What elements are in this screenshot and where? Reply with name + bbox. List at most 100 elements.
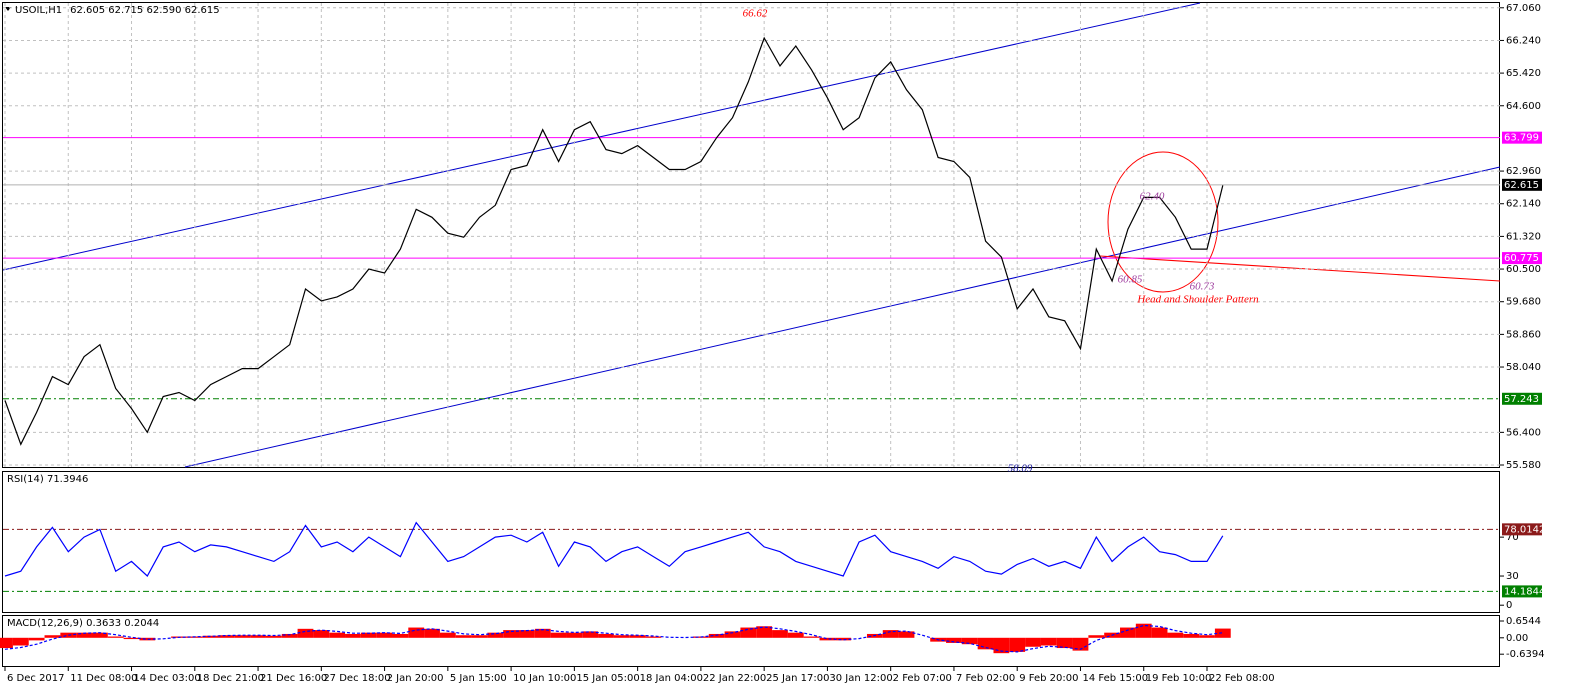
panel-title: RSI(14) 71.3946 <box>7 474 88 485</box>
y-tick-label: 0 <box>1506 600 1512 611</box>
histogram-bar <box>250 635 266 638</box>
histogram-bar <box>0 637 13 649</box>
x-tick-label: 5 Jan 15:00 <box>450 673 507 684</box>
histogram-bar <box>1135 623 1152 638</box>
histogram-bar <box>202 635 219 638</box>
histogram-bar <box>598 633 614 638</box>
histogram-bar <box>265 635 282 638</box>
histogram-bar <box>1120 627 1136 638</box>
histogram-bar <box>107 636 124 638</box>
annotation: 58.09 <box>1008 463 1033 475</box>
histogram-bar <box>218 635 235 638</box>
x-tick-label: 11 Dec 08:00 <box>70 673 137 684</box>
histogram-bar <box>1009 637 1026 652</box>
histogram-bar <box>123 637 140 640</box>
histogram-bar <box>835 637 852 641</box>
neckline <box>1099 255 1501 282</box>
x-tick-label: 15 Jan 05:00 <box>576 673 639 684</box>
histogram-bar <box>91 632 108 638</box>
histogram-bar <box>803 636 820 638</box>
histogram-bar <box>946 637 962 643</box>
x-tick-label: 9 Feb 20:00 <box>1019 673 1078 684</box>
x-tick-label: 18 Jan 04:00 <box>640 673 703 684</box>
y-tick-label: -0.6394 <box>1506 649 1545 660</box>
histogram-bar <box>28 637 45 641</box>
level-label: 63.799 <box>1504 133 1539 144</box>
histogram-bar <box>503 630 520 638</box>
histogram-bar <box>772 630 788 638</box>
y-tick-label: 55.580 <box>1506 460 1541 471</box>
histogram-bar <box>977 637 994 650</box>
histogram-bar <box>44 635 61 638</box>
pattern-circle <box>1107 151 1219 293</box>
x-tick-label: 19 Feb 10:00 <box>1146 673 1212 684</box>
histogram-bar <box>1088 635 1105 638</box>
annotation: 60.73 <box>1190 281 1215 293</box>
histogram-bar <box>1040 637 1057 646</box>
histogram-bar <box>234 635 251 638</box>
histogram-bar <box>12 637 29 646</box>
level-label: 60.775 <box>1504 253 1539 264</box>
histogram-bar <box>60 632 77 638</box>
histogram-bar <box>1214 628 1231 638</box>
x-tick-label: 25 Jan 17:00 <box>766 673 829 684</box>
level-label-bg <box>1502 523 1542 536</box>
histogram-bar <box>360 632 377 638</box>
histogram-bar <box>392 633 409 638</box>
y-tick-label: 58.860 <box>1506 329 1541 340</box>
histogram-bar <box>1151 627 1168 638</box>
histogram-bar <box>993 637 1010 654</box>
trend-channel-lower <box>184 166 1501 468</box>
histogram-bar <box>471 635 488 638</box>
x-tick-label: 30 Jan 12:00 <box>829 673 892 684</box>
y-tick-label: 60.500 <box>1506 264 1541 275</box>
x-tick-label: 10 Jan 10:00 <box>513 673 576 684</box>
level-label-bg <box>1502 585 1542 598</box>
level-label-bg <box>1502 252 1542 265</box>
histogram-bar <box>139 637 156 641</box>
x-tick-label: 2 Jan 20:00 <box>387 673 444 684</box>
x-tick-label: 2 Feb 07:00 <box>893 673 952 684</box>
histogram-bar <box>455 635 472 638</box>
histogram-bar <box>376 632 393 638</box>
panel-title: MACD(12,26,9) 0.3633 0.2044 <box>7 618 159 629</box>
histogram-bar <box>297 628 314 638</box>
x-tick-label: 6 Dec 2017 <box>7 673 65 684</box>
price-line <box>4 36 1224 446</box>
histogram-bar <box>566 632 583 638</box>
histogram-bar <box>534 628 551 638</box>
x-tick-label: 14 Feb 15:00 <box>1082 673 1148 684</box>
x-tick-label: 22 Feb 08:00 <box>1209 673 1275 684</box>
x-tick-label: 21 Dec 16:00 <box>260 673 327 684</box>
annotation: 62.40 <box>1140 191 1165 203</box>
level-label: 14.1844 <box>1504 586 1545 597</box>
histogram-bar <box>645 636 662 638</box>
y-tick-label: 70 <box>1506 532 1519 543</box>
histogram-bar <box>313 630 330 638</box>
histogram-bar <box>787 632 804 638</box>
x-tick-label: 27 Dec 18:00 <box>323 673 390 684</box>
y-tick-label: 58.040 <box>1506 362 1541 373</box>
y-tick-label: 59.680 <box>1506 297 1541 308</box>
annotation: 66.62 <box>743 8 768 20</box>
histogram-bar <box>898 631 915 638</box>
y-tick-label: 0.00 <box>1506 633 1528 644</box>
level-label-bg <box>1502 178 1542 191</box>
level-label: 57.243 <box>1504 394 1539 405</box>
histogram-bar <box>1056 637 1073 649</box>
level-label-bg <box>1502 131 1542 144</box>
y-tick-label: 65.420 <box>1506 68 1541 79</box>
histogram-bar <box>756 626 773 638</box>
annotation: Head and Shoulder Pattern <box>1136 294 1259 306</box>
histogram-bar <box>281 633 298 638</box>
y-tick-label: 62.140 <box>1506 199 1541 210</box>
histogram-bar <box>424 628 440 638</box>
x-tick-label: 14 Dec 03:00 <box>134 673 201 684</box>
price-line <box>4 521 1224 577</box>
histogram-bar <box>740 627 757 638</box>
histogram-bar <box>76 632 92 638</box>
y-tick-label: 61.320 <box>1506 231 1541 242</box>
panel-title: USOIL,H1 <box>15 5 62 16</box>
